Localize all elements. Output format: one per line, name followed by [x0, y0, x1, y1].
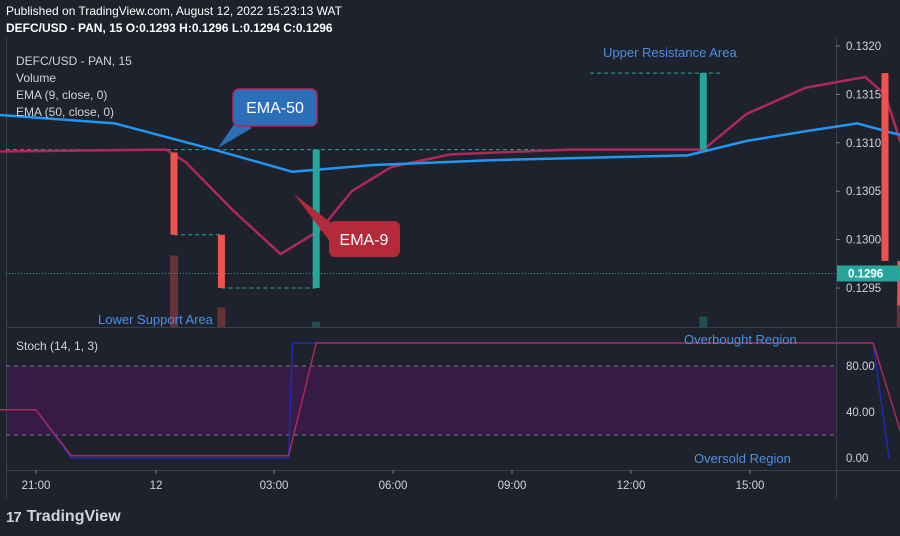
price-tick-label: 0.1315 [846, 89, 881, 101]
ema50-callout-text: EMA-50 [246, 100, 304, 117]
volume-bar [170, 255, 178, 327]
stoch-tick-label: 0.00 [846, 453, 868, 465]
stoch-d-line [0, 342, 900, 457]
candle [881, 73, 889, 261]
upper-resistance-label: Upper Resistance Area [603, 45, 737, 60]
candle [699, 73, 707, 150]
ema50-line [0, 113, 900, 174]
legend-volume: Volume [16, 71, 56, 85]
symbol-ohlc: DEFC/USD - PAN, 15 O:0.1293 H:0.1296 L:0… [6, 21, 333, 35]
ema50-callout-box [232, 88, 318, 127]
price-tick-label: 0.1295 [846, 283, 881, 295]
time-tick-label: 12 [150, 480, 163, 492]
candle [170, 152, 178, 235]
tradingview-brand: 17 TradingView [6, 508, 121, 526]
price-tick-label: 0.1310 [846, 138, 881, 150]
brand-name: TradingView [26, 508, 121, 525]
volume-bar [896, 298, 900, 327]
ema9-callout-pointer [294, 194, 335, 248]
time-tick-label: 06:00 [379, 480, 408, 492]
volume-bar [312, 321, 321, 327]
legend-ema50: EMA (50, close, 0) [16, 105, 114, 119]
ema9-callout-box [329, 221, 400, 257]
stoch-band [7, 366, 836, 435]
volume-bar [699, 316, 708, 327]
candle [897, 260, 900, 306]
time-tick-label: 12:00 [617, 480, 646, 492]
stoch-tick-label: 40.00 [846, 407, 875, 419]
last-price-label: 0.1296 [848, 268, 883, 280]
time-tick-label: 21:00 [22, 480, 51, 492]
time-tick-label: 15:00 [736, 480, 765, 492]
last-price-badge [837, 265, 899, 282]
tradingview-logo-icon: 17 [6, 508, 22, 526]
stoch-tick-label: 80.00 [846, 361, 875, 373]
ema9-callout-text: EMA-9 [340, 232, 389, 249]
price-tick-label: 0.1320 [846, 41, 881, 53]
lower-support-label: Lower Support Area [98, 312, 214, 327]
overbought-label: Overbought Region [684, 332, 797, 347]
published-info: Published on TradingView.com, August 12,… [6, 4, 342, 18]
oversold-label: Oversold Region [694, 451, 791, 466]
stoch-legend: Stoch (14, 1, 3) [16, 339, 98, 353]
time-tick-label: 09:00 [498, 480, 527, 492]
ema50-callout-pointer [218, 120, 252, 148]
volume-bar [217, 307, 226, 327]
ema9-line [0, 75, 900, 256]
legend-title: DEFC/USD - PAN, 15 [16, 54, 132, 68]
candle [217, 234, 225, 288]
main-pane [6, 38, 836, 327]
price-tick-label: 0.1300 [846, 235, 881, 247]
legend-ema9: EMA (9, close, 0) [16, 88, 107, 102]
price-tick-label: 0.1305 [846, 186, 881, 198]
time-tick-label: 03:00 [260, 480, 289, 492]
